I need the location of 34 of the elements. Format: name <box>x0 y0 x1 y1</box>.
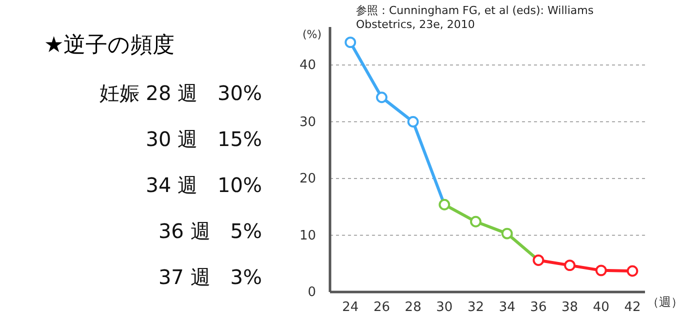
text: 37 週 3% <box>158 265 262 289</box>
text: 妊娠 28 週 30% <box>99 81 262 105</box>
point <box>407 116 419 128</box>
point <box>470 216 482 228</box>
x-tick-label: 28 <box>404 300 422 316</box>
x-tick-label: 30 <box>436 300 453 316</box>
x-tick-label: 36 <box>530 300 547 316</box>
point <box>438 198 450 210</box>
x-tick-label: 34 <box>498 300 516 316</box>
x-tick-label: 24 <box>342 300 359 316</box>
point <box>595 264 607 276</box>
text: 30 週 15% <box>146 127 262 151</box>
x-tick-label: 40 <box>592 300 610 316</box>
annotation: 参照：Cunningham FG, et al (eds): Williams Obstetrics, 23e, 2010 <box>356 4 594 31</box>
y-axis-title: (%) <box>302 28 322 41</box>
point <box>564 260 576 272</box>
point <box>626 265 638 277</box>
text: 34 週 10% <box>146 173 262 197</box>
point <box>344 36 356 48</box>
point <box>501 228 513 240</box>
y-tick-label: 10 <box>299 228 316 244</box>
y-tick-label: 0 <box>308 285 316 300</box>
x-axis-title: （週） <box>647 295 683 309</box>
x-tick-label: 32 <box>467 300 484 316</box>
text: ★逆子の頻度 <box>44 33 175 58</box>
y-tick-label: 40 <box>299 58 316 74</box>
point <box>532 254 544 266</box>
y-tick-label: 20 <box>299 172 316 187</box>
text: 36 週 5% <box>158 219 262 243</box>
x-tick-label: 26 <box>373 300 390 316</box>
x-tick-label: 38 <box>562 300 578 316</box>
point <box>376 92 388 104</box>
x-tick-label: 42 <box>624 300 641 316</box>
y-tick-label: 30 <box>299 114 316 130</box>
